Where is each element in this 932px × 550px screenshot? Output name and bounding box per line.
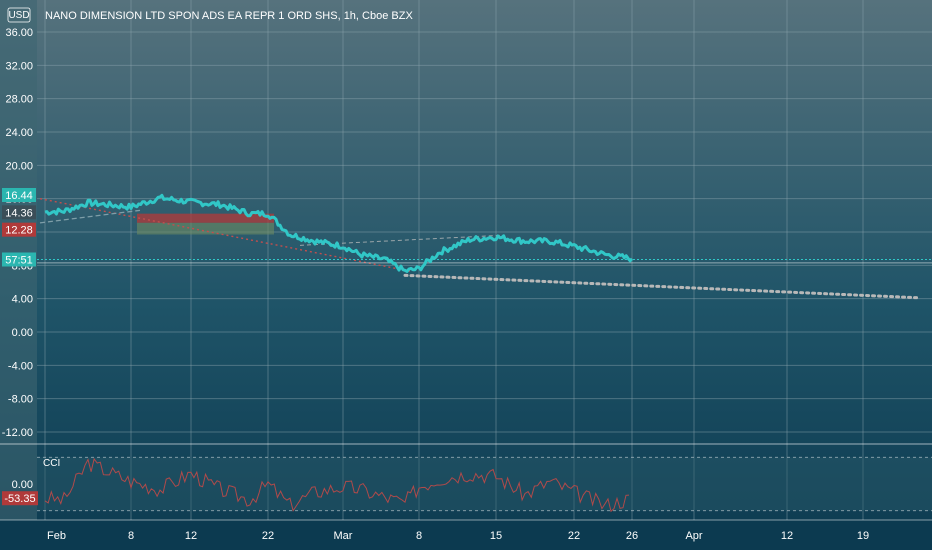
cci-panel: CCI 0.00 -53.35 [0, 443, 932, 513]
x-tick-label-5: 8 [416, 530, 422, 542]
y-tick-label-3: 24.00 [5, 127, 33, 139]
cci-badge [2, 491, 38, 506]
price-series [44, 193, 634, 273]
x-tick-label-10: 12 [781, 530, 793, 542]
horizontal-gridlines [37, 31, 932, 433]
forecast-dotted-line [403, 273, 922, 300]
x-axis: Feb 8 12 22 Mar 8 15 22 26 Apr 12 19 [0, 519, 932, 550]
y-tick-label-9: 0.00 [12, 327, 33, 339]
cci-tick-0: 0.00 [12, 479, 33, 491]
green-zone-box [137, 222, 274, 235]
price-badges: 16.44 14.36 12.28 57:51 [2, 188, 36, 267]
price-badge-3 [2, 252, 36, 267]
x-tick-label-3: 22 [262, 530, 274, 542]
price-badge-label-1: 14.36 [5, 207, 33, 219]
x-tick-label-4: Mar [334, 530, 353, 542]
annotations [37, 197, 932, 272]
x-tick-label-11: 19 [857, 530, 869, 542]
red-zone-box [137, 213, 274, 223]
resistance-dashed-line [299, 234, 501, 246]
price-badge-1 [2, 205, 36, 220]
y-tick-label-12: -12.00 [2, 427, 33, 439]
forecast-line [403, 273, 922, 300]
chart-title: NANO DIMENSION LTD SPON ADS EA REPR 1 OR… [45, 10, 413, 22]
currency-box [7, 7, 31, 23]
price-badge-label-3: 57:51 [5, 255, 33, 267]
x-tick-label-2: 12 [185, 530, 197, 542]
y-tick-label-0: 36.00 [5, 27, 33, 39]
channel-dashed-line [39, 209, 141, 224]
cci-line [44, 457, 630, 513]
y-tick-label-11: -8.00 [8, 394, 33, 406]
y-tick-label-1: 32.00 [5, 60, 33, 72]
cci-badge-label: -53.35 [4, 493, 35, 505]
y-tick-label-10: -4.00 [8, 360, 33, 372]
price-badge-label-0: 16.44 [5, 190, 33, 202]
price-badge-label-2: 12.28 [5, 225, 33, 237]
x-tick-label-1: 8 [128, 530, 134, 542]
price-badge-0 [2, 188, 36, 202]
y-tick-label-4: 20.00 [5, 160, 33, 172]
x-tick-label-6: 15 [490, 530, 502, 542]
price-line [44, 193, 634, 273]
cci-band-fill [37, 457, 932, 511]
y-tick-label-2: 28.00 [5, 94, 33, 106]
x-axis-strip [0, 520, 932, 550]
x-tick-label-9: Apr [685, 530, 702, 542]
x-tick-label-8: 26 [626, 530, 638, 542]
cci-label: CCI [43, 458, 60, 469]
currency-label: USD [8, 10, 29, 21]
x-tick-label-7: 22 [568, 530, 580, 542]
x-tick-label-0: Feb [47, 530, 66, 542]
price-badge-2 [2, 222, 36, 237]
y-tick-label-8: 4.00 [12, 294, 33, 306]
